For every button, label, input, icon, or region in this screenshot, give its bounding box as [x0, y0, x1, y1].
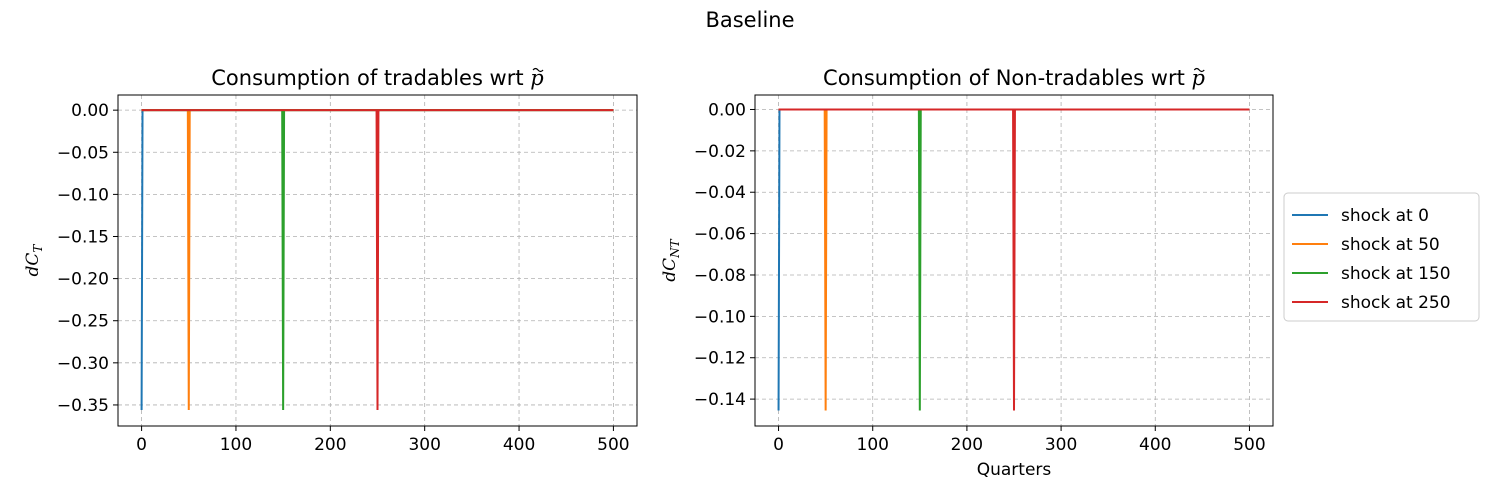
tradables-y-tick-label: 0.00 [71, 101, 109, 121]
tradables-y-axis-label: dCT [23, 244, 45, 277]
tradables-x-tick-label: 300 [408, 435, 440, 455]
tradables-chart-title-text: Consumption of tradables wrt [211, 66, 530, 90]
nontradables-x-tick-label: 0 [773, 435, 784, 455]
nontradables-y-axis-label: dCNT [660, 238, 682, 281]
tradables-series-line-250 [141, 109, 614, 411]
nontradables-axes-frame [754, 94, 1274, 427]
tradables-y-tick-label: −0.30 [57, 354, 109, 374]
chart-panel-nontradables: 0 100 200 300 400 500 0.00 −0.02 −0.04 −0.06 −0.08… [660, 66, 1274, 480]
nontradables-y-tick-label: −0.12 [694, 349, 746, 369]
chart-panel-tradables: 0 100 200 300 400 500 0.00 −0.05 −0.10 −0.15 −0.20… [23, 66, 638, 455]
tradables-y-tick-label: −0.10 [57, 185, 109, 205]
tradables-axes-frame [117, 94, 638, 427]
nontradables-y-tick-label: −0.02 [694, 142, 746, 162]
tradables-y-axis-label-main: dC [23, 253, 43, 277]
tradables-y-tick-label: −0.05 [57, 143, 109, 163]
nontradables-y-tick-label: 0.00 [708, 100, 746, 120]
legend-entry-label: shock at 250 [1341, 293, 1451, 313]
nontradables-x-tick-label: 100 [857, 435, 889, 455]
tradables-y-axis-label-sub: T [31, 244, 45, 253]
legend-box [1283, 192, 1480, 322]
tradables-x-tick-label: 500 [597, 435, 629, 455]
legend: shock at 0 shock at 50 shock at 150 shock a… [1283, 192, 1480, 322]
nontradables-y-tick-label: −0.14 [694, 390, 746, 410]
tradables-x-tick-label: 100 [220, 435, 252, 455]
legend-entry-label: shock at 50 [1341, 235, 1440, 255]
nontradables-y-axis-label-main: dC [660, 258, 680, 282]
figure-suptitle: Baseline [705, 8, 794, 32]
legend-entry-label: shock at 0 [1341, 206, 1429, 226]
legend-entry-label: shock at 150 [1341, 264, 1451, 284]
tradables-x-tick-label: 400 [503, 435, 535, 455]
nontradables-x-axis-label: Quarters [977, 460, 1052, 480]
tradables-y-tick-label: −0.35 [57, 396, 109, 416]
nontradables-x-tick-label: 500 [1233, 435, 1265, 455]
nontradables-chart-title-text: Consumption of Non-tradables wrt [823, 66, 1191, 90]
nontradables-x-tick-label: 400 [1139, 435, 1171, 455]
nontradables-series-line-250 [778, 108, 1250, 411]
nontradables-tilde-accent [1193, 67, 1205, 73]
tradables-y-tick-label: −0.15 [57, 227, 109, 247]
nontradables-x-tick-label: 200 [951, 435, 983, 455]
tradables-y-tick-label: −0.25 [57, 312, 109, 332]
nontradables-y-tick-label: −0.08 [694, 266, 746, 286]
nontradables-y-tick-label: −0.10 [694, 307, 746, 327]
nontradables-x-tick-label: 300 [1045, 435, 1077, 455]
tradables-tilde-accent [532, 67, 544, 73]
nontradables-y-tick-label: −0.04 [694, 183, 746, 203]
tradables-y-tick-label: −0.20 [57, 270, 109, 290]
tradables-chart-title: Consumption of tradables wrt p [211, 66, 543, 90]
tradables-x-tick-label: 200 [314, 435, 346, 455]
nontradables-y-tick-label: −0.06 [694, 225, 746, 245]
nontradables-y-axis-label-sub: NT [668, 238, 682, 259]
tradables-x-tick-label: 0 [136, 435, 147, 455]
nontradables-chart-title: Consumption of Non-tradables wrt p [823, 66, 1205, 90]
